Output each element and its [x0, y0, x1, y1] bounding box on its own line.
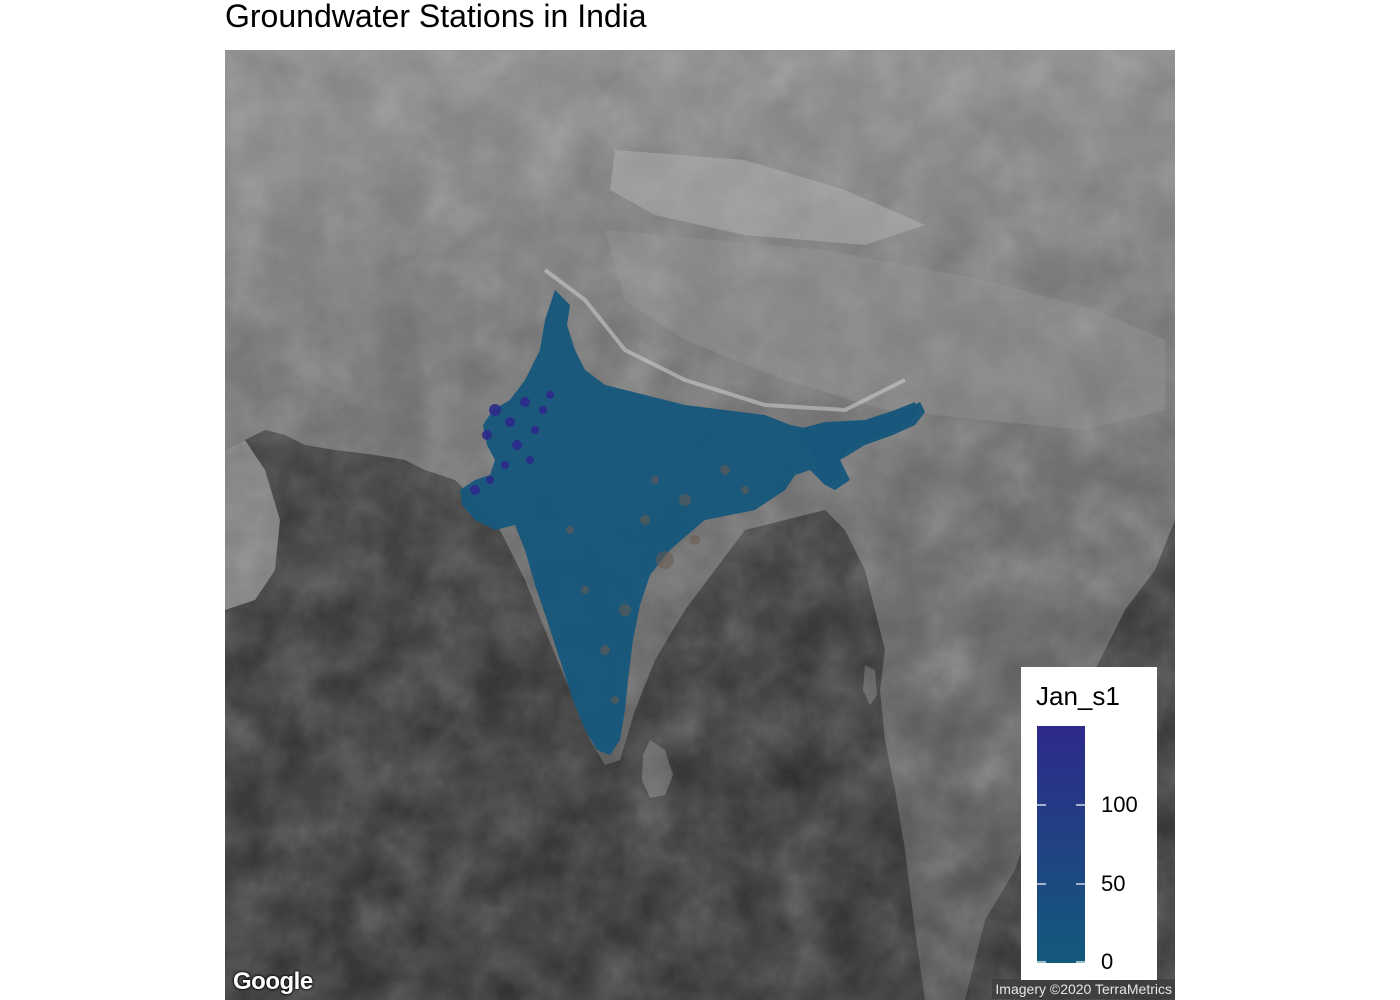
legend-colorbar [1037, 726, 1085, 963]
map-title: Groundwater Stations in India [225, 0, 647, 34]
legend-tick-label: 100 [1101, 792, 1138, 817]
google-logo: Google [233, 968, 313, 995]
himalaya-ridge [543, 268, 906, 413]
legend-title: Jan_s1 [1036, 681, 1120, 711]
map-canvas [225, 50, 1175, 1000]
station-points [460, 290, 925, 755]
tibetan-plateau [605, 230, 1165, 430]
color-legend: Jan_s1 0 50 100 [1021, 667, 1157, 980]
station-gaps [566, 465, 749, 704]
legend-tick-label: 0 [1101, 949, 1114, 974]
taklamakan-desert [610, 150, 925, 245]
imagery-attribution: Imagery ©2020 TerraMetrics [992, 979, 1175, 999]
legend-tick-label: 50 [1101, 871, 1126, 896]
high-value-stations [470, 391, 554, 495]
station-points-northeast [795, 402, 917, 482]
satellite-map[interactable] [225, 50, 1175, 1000]
